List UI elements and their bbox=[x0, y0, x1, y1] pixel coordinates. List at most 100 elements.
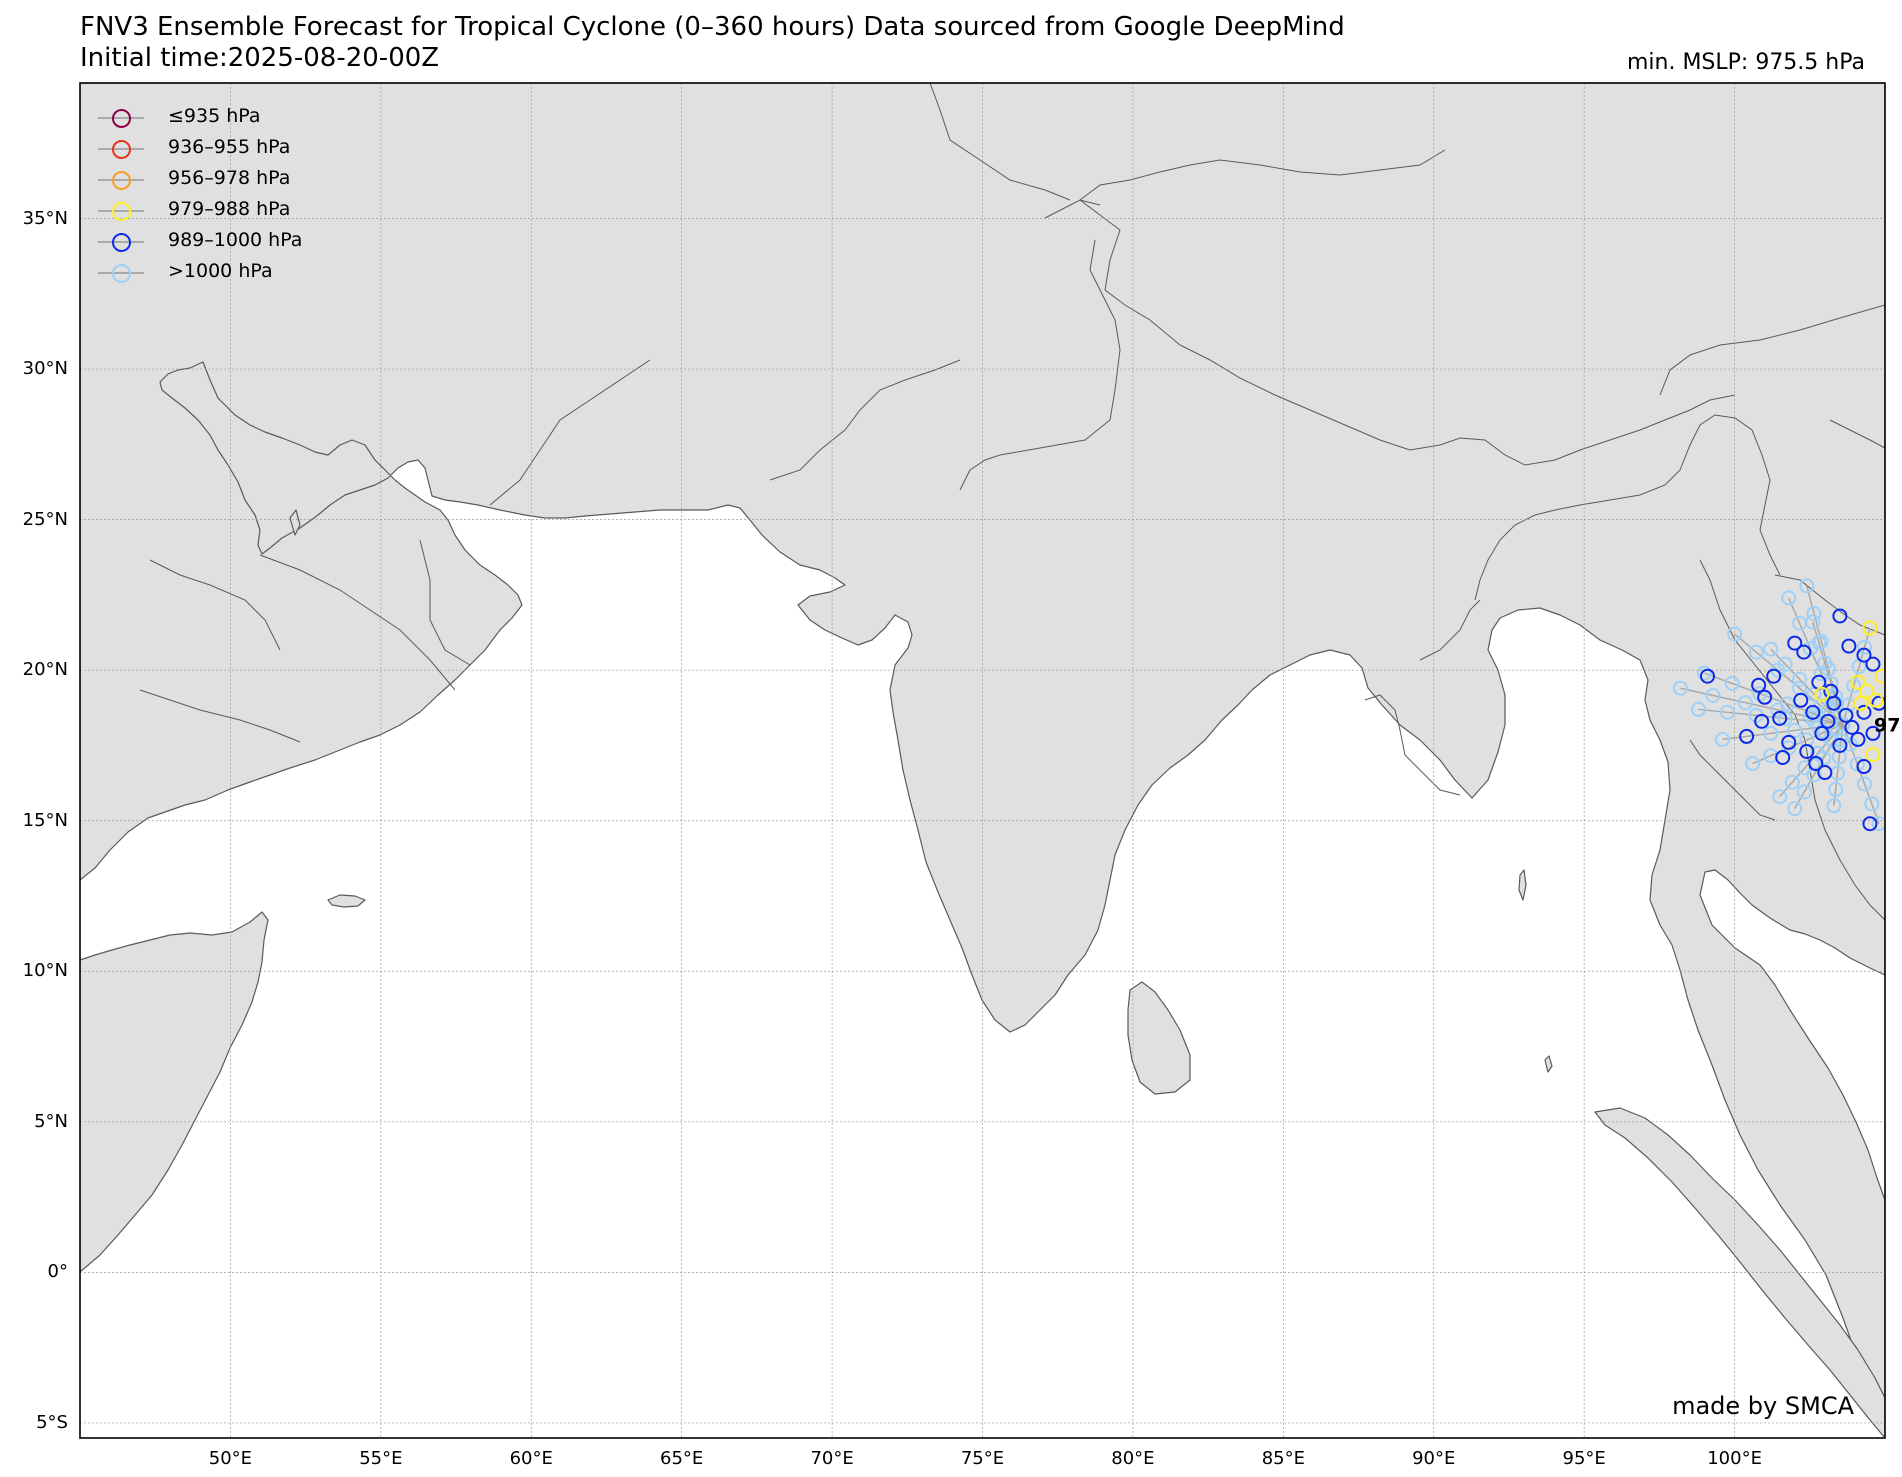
track-point-989-1000 bbox=[1766, 668, 1782, 684]
track-point-weak bbox=[1697, 665, 1712, 681]
track-point-weak bbox=[1690, 701, 1706, 717]
track-point-989-1000 bbox=[1838, 707, 1854, 723]
track-point-weak bbox=[1796, 784, 1812, 800]
track-point-weak bbox=[1807, 706, 1823, 722]
gridlines bbox=[80, 83, 1885, 1438]
legend-marker bbox=[112, 233, 131, 252]
legend-label: 979–988 hPa bbox=[168, 198, 291, 220]
track-point-weak bbox=[1787, 801, 1803, 817]
track-point-weak bbox=[1871, 816, 1885, 832]
track-point-weak bbox=[1763, 641, 1779, 657]
track-point-weak bbox=[1781, 590, 1797, 606]
track-line bbox=[1833, 724, 1844, 806]
legend-label: 956–978 hPa bbox=[168, 167, 291, 189]
lat-tick-label: 10°N bbox=[22, 960, 68, 982]
track-point-979-988 bbox=[1868, 692, 1884, 708]
track-point-weak bbox=[1705, 687, 1721, 703]
track-point-989-1000 bbox=[1787, 635, 1803, 651]
track-point-989-1000 bbox=[1865, 656, 1881, 672]
track-point-989-1000 bbox=[1751, 677, 1767, 693]
track-point-989-1000 bbox=[1817, 765, 1833, 781]
track-point-989-1000 bbox=[1856, 759, 1872, 775]
track-point-weak bbox=[1857, 776, 1873, 792]
track-point-weak bbox=[1846, 678, 1862, 694]
lat-tick-label: 30°N bbox=[22, 358, 68, 380]
island-bahrain-qatar bbox=[289, 509, 301, 536]
legend-label: 989–1000 hPa bbox=[168, 229, 303, 251]
island-nicobar bbox=[1544, 1055, 1553, 1073]
lon-tick-label: 95°E bbox=[1562, 1448, 1606, 1469]
track-point-weak bbox=[1805, 614, 1821, 630]
track-point-weak bbox=[1763, 725, 1779, 741]
track-point-989-1000 bbox=[1757, 689, 1773, 705]
track-point-979-988 bbox=[1850, 674, 1866, 690]
credit-text: made by SMCA bbox=[1672, 1392, 1854, 1420]
legend-marker bbox=[112, 264, 131, 283]
track-point-979-988 bbox=[1862, 620, 1878, 636]
track-point-989-1000 bbox=[1850, 731, 1866, 747]
track-point-989-1000 bbox=[1832, 608, 1848, 624]
track-point-weak bbox=[1787, 722, 1803, 738]
track-point-979-988 bbox=[1859, 683, 1875, 699]
lat-tick-label: 20°N bbox=[22, 659, 68, 681]
track-point-weak bbox=[1817, 655, 1833, 671]
track-point-weak bbox=[1831, 749, 1847, 765]
legend-label: ≤935 hPa bbox=[168, 105, 261, 127]
lon-tick-label: 60°E bbox=[509, 1448, 553, 1469]
track-point-weak bbox=[1806, 767, 1822, 783]
track-point-weak bbox=[1826, 798, 1842, 814]
track-point-979-988 bbox=[1814, 686, 1830, 702]
track-point-989-1000 bbox=[1814, 725, 1830, 741]
track-point-989-1000 bbox=[1781, 734, 1797, 750]
track-point-989-1000 bbox=[1862, 816, 1878, 832]
island-sri-lanka bbox=[1127, 981, 1191, 1095]
track-point-989-1000 bbox=[1793, 692, 1809, 708]
track-point-weak bbox=[1715, 731, 1731, 747]
track-point-weak bbox=[1857, 639, 1873, 655]
island-sumatra bbox=[1594, 1107, 1885, 1438]
track-point-989-1000 bbox=[1796, 644, 1812, 660]
track-point-weak bbox=[1777, 710, 1793, 726]
track-point-979-988 bbox=[1865, 746, 1881, 762]
track-point-weak bbox=[1784, 774, 1800, 790]
lon-tick-label: 80°E bbox=[1111, 1448, 1155, 1469]
legend-marker bbox=[112, 202, 131, 221]
track-point-989-1000 bbox=[1739, 728, 1755, 744]
lon-tick-label: 75°E bbox=[960, 1448, 1005, 1469]
track-point-989-1000 bbox=[1856, 704, 1872, 720]
track-point-weak bbox=[1806, 606, 1822, 622]
track-point-989-1000 bbox=[1832, 737, 1848, 753]
track-point-weak bbox=[1745, 756, 1761, 772]
legend-marker bbox=[112, 171, 131, 190]
track-point-989-1000 bbox=[1799, 743, 1815, 759]
initial-time: Initial time:2025-08-20-00Z bbox=[80, 43, 440, 73]
track-line bbox=[1842, 724, 1880, 824]
lat-tick-label: 5°N bbox=[34, 1110, 68, 1132]
landmass-africa bbox=[80, 911, 269, 1273]
island-andaman bbox=[1518, 869, 1527, 901]
track-line bbox=[1779, 723, 1844, 798]
track-point-weak bbox=[1737, 695, 1753, 711]
track-point-weak bbox=[1799, 578, 1815, 594]
lon-tick-label: 70°E bbox=[810, 1448, 854, 1469]
chart-title: FNV3 Ensemble Forecast for Tropical Cycl… bbox=[80, 12, 1345, 42]
track-point-weak bbox=[1727, 626, 1743, 642]
track-point-weak bbox=[1828, 781, 1844, 797]
track-point-989-1000 bbox=[1805, 704, 1821, 720]
track-point-989-1000 bbox=[1823, 683, 1839, 699]
island-socotra bbox=[327, 894, 366, 908]
track-point-weak bbox=[1777, 656, 1793, 672]
lon-tick-label: 85°E bbox=[1261, 1448, 1305, 1469]
lon-tick-label: 90°E bbox=[1412, 1448, 1456, 1469]
track-point-weak bbox=[1799, 732, 1815, 748]
lat-tick-label: 25°N bbox=[22, 508, 68, 530]
lon-tick-label: 65°E bbox=[660, 1448, 704, 1469]
min-mslp-label: min. MSLP: 975.5 hPa bbox=[1626, 50, 1865, 75]
track-point-979-988 bbox=[1874, 668, 1885, 684]
track-point-989-1000 bbox=[1856, 647, 1872, 663]
track-point-weak bbox=[1842, 736, 1858, 752]
track-point-989-1000 bbox=[1820, 713, 1836, 729]
track-point-weak bbox=[1849, 756, 1865, 772]
lat-tick-label: 15°N bbox=[22, 809, 68, 831]
